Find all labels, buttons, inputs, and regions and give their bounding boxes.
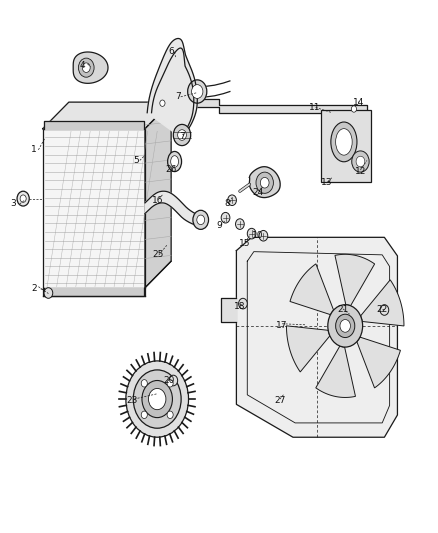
Circle shape bbox=[141, 379, 147, 387]
Text: 15: 15 bbox=[239, 239, 251, 248]
Text: 5: 5 bbox=[134, 156, 139, 165]
Circle shape bbox=[133, 370, 181, 428]
Polygon shape bbox=[237, 237, 397, 437]
Circle shape bbox=[193, 211, 208, 229]
Circle shape bbox=[44, 288, 53, 298]
Text: 7: 7 bbox=[179, 132, 185, 141]
Text: 4: 4 bbox=[79, 61, 85, 69]
Circle shape bbox=[187, 80, 207, 103]
Polygon shape bbox=[316, 346, 356, 398]
Text: 18: 18 bbox=[234, 302, 246, 311]
Bar bbox=[321, 110, 371, 182]
Text: 22: 22 bbox=[377, 305, 388, 314]
Polygon shape bbox=[44, 288, 144, 296]
Circle shape bbox=[239, 298, 247, 309]
Text: 20: 20 bbox=[163, 376, 175, 385]
Text: 23: 23 bbox=[126, 395, 138, 405]
Circle shape bbox=[78, 58, 94, 77]
Text: 16: 16 bbox=[152, 196, 164, 205]
Text: 26: 26 bbox=[166, 166, 177, 174]
Polygon shape bbox=[73, 52, 108, 83]
Polygon shape bbox=[44, 120, 144, 128]
Circle shape bbox=[197, 215, 205, 224]
Circle shape bbox=[247, 228, 256, 239]
Polygon shape bbox=[145, 191, 204, 225]
Circle shape bbox=[356, 156, 365, 167]
Text: 2: 2 bbox=[31, 284, 37, 293]
Polygon shape bbox=[249, 167, 280, 198]
Polygon shape bbox=[286, 326, 330, 372]
Circle shape bbox=[236, 219, 244, 229]
Circle shape bbox=[328, 305, 363, 347]
Circle shape bbox=[142, 381, 173, 418]
Polygon shape bbox=[360, 280, 404, 326]
Circle shape bbox=[256, 172, 273, 193]
Text: 12: 12 bbox=[355, 166, 366, 175]
Polygon shape bbox=[221, 298, 237, 322]
Circle shape bbox=[20, 195, 26, 203]
Circle shape bbox=[191, 85, 203, 99]
Circle shape bbox=[228, 195, 237, 206]
Circle shape bbox=[340, 319, 350, 332]
Text: 10: 10 bbox=[252, 231, 264, 240]
Circle shape bbox=[178, 130, 186, 140]
Circle shape bbox=[141, 411, 147, 418]
Circle shape bbox=[148, 389, 166, 410]
Circle shape bbox=[169, 375, 178, 386]
Text: 6: 6 bbox=[168, 47, 174, 56]
Text: 1: 1 bbox=[31, 146, 37, 155]
Polygon shape bbox=[145, 102, 171, 288]
Circle shape bbox=[380, 305, 389, 316]
Ellipse shape bbox=[331, 122, 357, 162]
Polygon shape bbox=[43, 102, 171, 128]
Circle shape bbox=[260, 177, 269, 188]
Ellipse shape bbox=[336, 128, 352, 155]
Circle shape bbox=[221, 213, 230, 223]
Circle shape bbox=[126, 361, 188, 437]
Text: 17: 17 bbox=[276, 321, 288, 330]
Circle shape bbox=[167, 379, 173, 387]
Text: 11: 11 bbox=[309, 103, 321, 112]
Polygon shape bbox=[43, 128, 145, 288]
Polygon shape bbox=[290, 264, 334, 314]
Circle shape bbox=[351, 106, 357, 112]
Text: 27: 27 bbox=[274, 395, 286, 405]
Circle shape bbox=[160, 100, 165, 107]
Circle shape bbox=[167, 411, 173, 418]
Polygon shape bbox=[147, 38, 197, 136]
Text: 21: 21 bbox=[337, 305, 349, 314]
Text: 9: 9 bbox=[216, 221, 222, 230]
Text: 3: 3 bbox=[11, 199, 17, 208]
Text: 24: 24 bbox=[253, 188, 264, 197]
Text: 8: 8 bbox=[225, 199, 230, 208]
Text: 14: 14 bbox=[353, 98, 364, 107]
Text: 13: 13 bbox=[321, 178, 333, 187]
Circle shape bbox=[336, 314, 355, 337]
Text: 7: 7 bbox=[175, 92, 180, 101]
Ellipse shape bbox=[168, 151, 182, 172]
Circle shape bbox=[352, 151, 369, 172]
Circle shape bbox=[259, 230, 268, 241]
Circle shape bbox=[17, 191, 29, 206]
Polygon shape bbox=[149, 100, 367, 113]
Circle shape bbox=[173, 124, 191, 146]
Polygon shape bbox=[335, 254, 374, 306]
Polygon shape bbox=[357, 337, 400, 388]
Text: 25: 25 bbox=[152, 251, 164, 260]
Ellipse shape bbox=[171, 156, 179, 167]
Circle shape bbox=[82, 63, 90, 72]
